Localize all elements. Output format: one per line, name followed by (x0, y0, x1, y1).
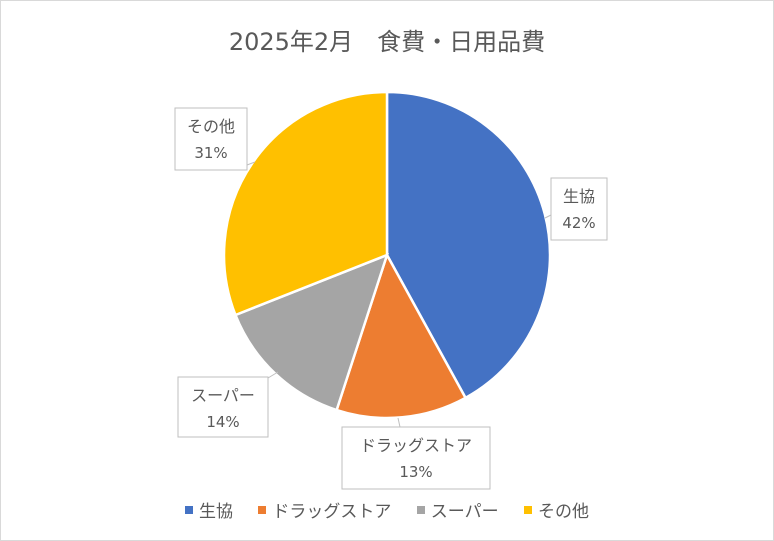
leader-line-supermarket (267, 371, 279, 379)
data-label-category-other: その他 (187, 117, 235, 136)
data-label-callouts: 生協 42% ドラッグストア 13% スーパー 14% その他 31% (174, 107, 608, 490)
legend-item-drugstore: ドラッグストア (258, 497, 391, 522)
callout-box-drugstore (341, 426, 491, 490)
legend-label-drugstore: ドラッグストア (272, 502, 392, 522)
callout-box-other (174, 107, 248, 171)
legend-item-supermarket: スーパー (416, 497, 499, 522)
data-label-value-supermarket: 14% (206, 413, 239, 431)
pie-slice-seikyo (385, 90, 552, 400)
data-label-drugstore: ドラッグストア 13% (341, 417, 491, 490)
pie-slices (222, 90, 552, 420)
legend-item-seikyo: 生協 (184, 497, 233, 522)
pie-slice-drugstore (335, 251, 468, 420)
data-label-category-drugstore: ドラッグストア (360, 436, 472, 455)
data-label-category-seikyo: 生協 (563, 187, 595, 206)
legend-swatch-seikyo (184, 506, 193, 514)
legend-swatch-other (524, 506, 533, 514)
data-label-value-drugstore: 13% (399, 463, 432, 481)
data-label-other: その他 31% (174, 107, 256, 171)
data-label-supermarket: スーパー 14% (177, 371, 279, 438)
legend-label-other: その他 (538, 502, 590, 522)
legend-swatch-drugstore (258, 506, 267, 514)
data-label-seikyo: 生協 42% (544, 177, 608, 241)
leader-line-seikyo (544, 214, 552, 219)
callout-box-seikyo (550, 177, 608, 241)
chart-title: 2025年2月 食費・日用品費 (228, 28, 546, 56)
legend-label-supermarket: スーパー (430, 502, 499, 522)
data-label-value-seikyo: 42% (562, 214, 595, 232)
legend-swatch-supermarket (416, 506, 425, 514)
data-label-value-other: 31% (194, 144, 227, 162)
legend-label-seikyo: 生協 (198, 502, 233, 522)
leader-line-other (246, 161, 256, 166)
data-label-category-supermarket: スーパー (191, 386, 255, 405)
callout-box-supermarket (177, 376, 269, 438)
legend-item-other: その他 (524, 497, 589, 522)
leader-line-drugstore (397, 417, 401, 428)
legend: 生協 ドラッグストア スーパー その他 (0, 497, 774, 522)
